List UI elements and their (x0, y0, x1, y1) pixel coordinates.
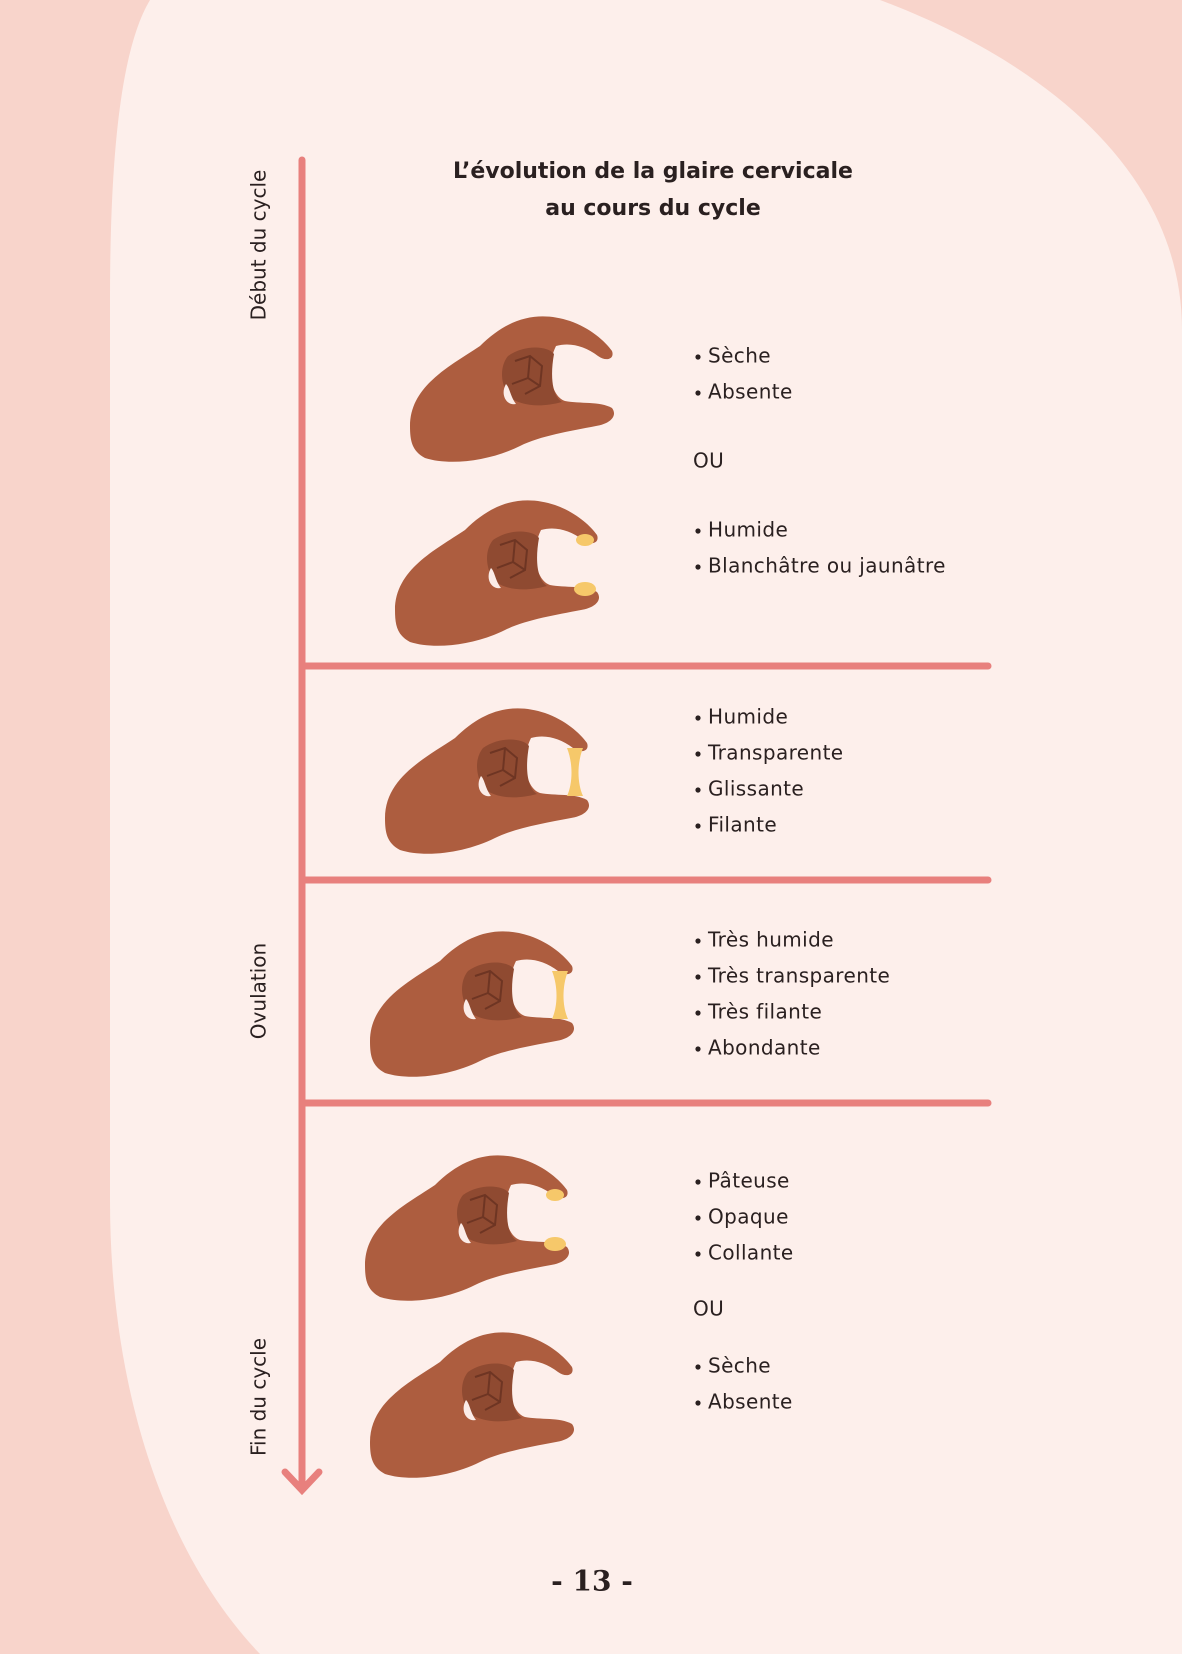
list-item: Glissante (708, 777, 804, 801)
bullet (695, 1046, 701, 1052)
bullet (695, 354, 701, 360)
palm-highlight (488, 568, 501, 589)
title-line: au cours du cycle (545, 196, 761, 221)
mucus (574, 582, 596, 596)
background-blob (110, 0, 1182, 1654)
finger-lines (466, 1193, 499, 1234)
bullet (695, 1364, 701, 1370)
separator: OU (693, 1297, 724, 1321)
mucus (552, 971, 568, 1019)
bullet (695, 823, 701, 829)
separator: OU (693, 449, 724, 473)
mucus (546, 1189, 564, 1201)
hand-illustration (395, 500, 600, 646)
hand-shadow (502, 347, 562, 406)
list-item: Abondante (708, 1036, 821, 1060)
list-item: Filante (708, 813, 777, 837)
bullet (695, 1400, 701, 1406)
hand-illustration (370, 1332, 575, 1478)
palm-highlight (478, 776, 491, 797)
list-item: Collante (708, 1241, 794, 1265)
list-item: Pâteuse (708, 1169, 790, 1193)
mucus (567, 748, 583, 796)
bullet (695, 938, 701, 944)
axis-label: Début du cycle (247, 170, 271, 321)
hand-shadow (462, 1363, 522, 1422)
list-item: Sèche (708, 344, 771, 368)
bullet (695, 1251, 701, 1257)
bullet (695, 715, 701, 721)
palm-highlight (463, 999, 476, 1020)
mucus (576, 534, 594, 546)
title-line: L’évolution de la glaire cervicale (453, 159, 853, 184)
finger-lines (486, 746, 519, 787)
mucus (544, 1237, 566, 1251)
hand-illustration (365, 1155, 570, 1301)
axis-label: Fin du cycle (247, 1338, 271, 1456)
hand-illustration (385, 708, 590, 854)
timeline (281, 156, 992, 1496)
list-item: Humide (708, 518, 788, 542)
hand-shadow (462, 962, 522, 1021)
list-item: Sèche (708, 1354, 771, 1378)
finger-lines (471, 969, 504, 1010)
list-item: Absente (708, 1390, 793, 1414)
list-item: Absente (708, 380, 793, 404)
bullet (695, 1179, 701, 1185)
finger-lines (471, 1370, 504, 1411)
bullet (695, 1215, 701, 1221)
hand-illustration (370, 931, 575, 1077)
palm-highlight (463, 1400, 476, 1421)
list-item: Très transparente (707, 964, 890, 988)
hand-illustration (410, 316, 615, 462)
hand-shadow (477, 739, 537, 798)
axis-label: Ovulation (247, 943, 271, 1039)
palm-highlight (503, 384, 516, 405)
list-item: Transparente (707, 741, 844, 765)
bullet (695, 564, 701, 570)
page-number: - 13 - (551, 1565, 633, 1598)
bullet (695, 1010, 701, 1016)
list-item: Blanchâtre ou jaunâtre (708, 554, 946, 578)
bullet (695, 751, 701, 757)
bullet (695, 390, 701, 396)
list-item: Humide (708, 705, 788, 729)
hand-shadow (457, 1186, 517, 1245)
list-item: Très filante (707, 1000, 822, 1024)
finger-lines (496, 538, 529, 579)
list-item: Opaque (708, 1205, 789, 1229)
palm-highlight (458, 1223, 471, 1244)
bullet (695, 787, 701, 793)
hand-shadow (487, 531, 547, 590)
bullet (695, 528, 701, 534)
finger-lines (511, 354, 544, 395)
bullet (695, 974, 701, 980)
timeline-arrow (281, 1468, 323, 1496)
list-item: Très humide (707, 928, 834, 952)
